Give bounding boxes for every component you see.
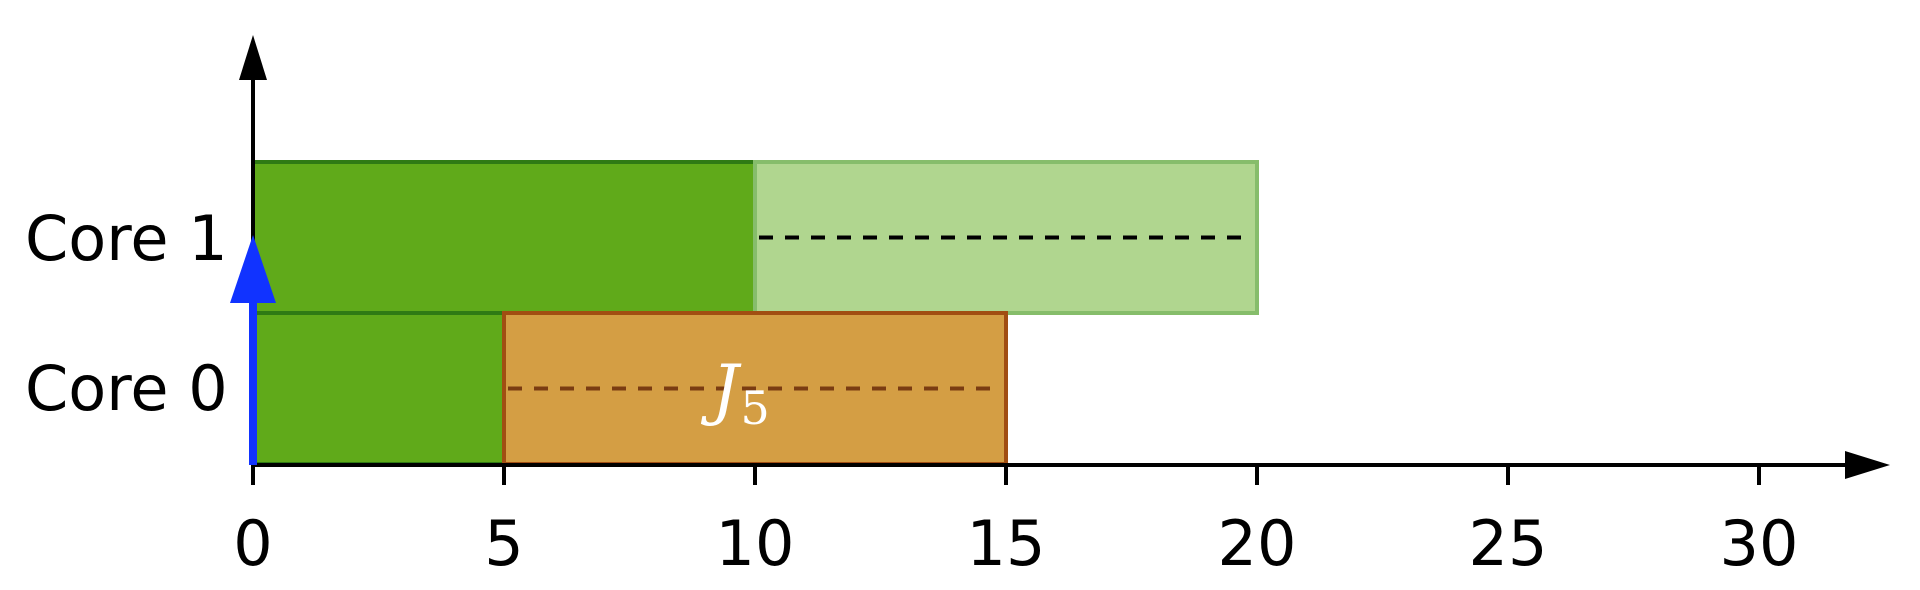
- x-tick-label-25: 25: [1469, 507, 1548, 580]
- x-tick-label-15: 15: [967, 507, 1046, 580]
- row-label-core-0: Core 0: [25, 352, 228, 425]
- row-label-core-1: Core 1: [25, 202, 228, 275]
- x-tick-label-20: 20: [1218, 507, 1297, 580]
- job-subscript: 5: [740, 381, 769, 435]
- x-tick-label-5: 5: [484, 507, 523, 580]
- block-running-2: [251, 311, 506, 466]
- x-tick-label-30: 30: [1720, 507, 1799, 580]
- release-arrow-head: [230, 235, 276, 303]
- block-running-0: [251, 160, 757, 315]
- x-axis-arrowhead: [1845, 451, 1890, 479]
- x-axis-ticks: 0 5 10 15 20 25 30: [233, 465, 1798, 580]
- x-tick-label-0: 0: [233, 507, 272, 580]
- release-arrow: [230, 235, 276, 465]
- y-axis-arrowhead: [239, 35, 267, 80]
- x-tick-label-10: 10: [716, 507, 795, 580]
